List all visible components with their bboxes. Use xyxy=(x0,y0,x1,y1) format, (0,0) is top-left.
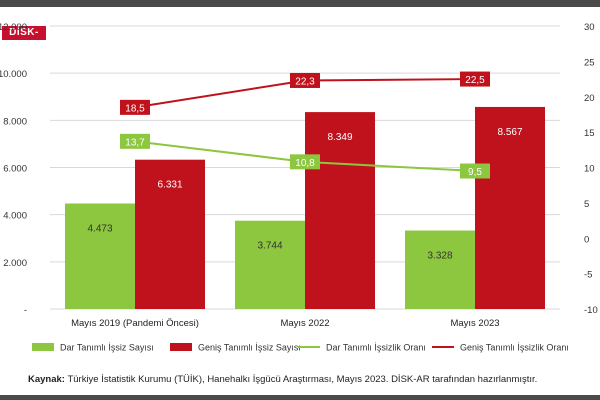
bar-value-label: 8.349 xyxy=(327,132,352,143)
y-right-tick-label: -10 xyxy=(584,305,598,316)
line-data-label: 22,5 xyxy=(465,75,485,86)
legend-label: Geniş Tanımlı İşsizlik Oranı xyxy=(460,343,569,353)
y-left-tick-label: 12.000 xyxy=(0,22,27,33)
y-right-tick-label: 20 xyxy=(584,93,595,104)
line-data-label-box xyxy=(290,154,320,170)
y-right-tick-label: 10 xyxy=(584,164,595,175)
y-right-tick-label: -5 xyxy=(584,270,592,281)
bar-dar xyxy=(405,230,475,309)
bar-value-label: 4.473 xyxy=(87,224,112,235)
category-label: Mayıs 2022 xyxy=(280,318,329,329)
y-left-tick-label: 2.000 xyxy=(3,258,27,269)
bar-genis xyxy=(135,159,205,309)
source-text: Türkiye İstatistik Kurumu (TÜİK), Haneha… xyxy=(67,374,538,385)
bar-value-label: 3.328 xyxy=(427,251,452,262)
legend-swatch xyxy=(32,343,54,351)
line-data-label-box xyxy=(290,72,320,88)
disk-ar-logo: DİSK-AR xyxy=(2,26,46,52)
bar-dar xyxy=(65,203,135,309)
line-data-label: 13,7 xyxy=(125,137,145,148)
legend-label: Dar Tanımlı İşsiz Sayısı xyxy=(60,343,154,353)
line-data-label-box xyxy=(460,163,490,179)
y-left-tick-label: - xyxy=(24,305,27,316)
y-left-tick-label: 10.000 xyxy=(0,69,27,80)
line-data-label: 9,5 xyxy=(468,167,482,178)
source-label: Kaynak: xyxy=(28,374,65,385)
legend-label: Dar Tanımlı İşsizlik Oranı xyxy=(326,343,426,353)
y-left-tick-label: 6.000 xyxy=(3,164,27,175)
bar-value-label: 6.331 xyxy=(157,180,182,191)
category-label: Mayıs 2023 xyxy=(450,318,499,329)
y-right-tick-label: 5 xyxy=(584,199,589,210)
line-data-label-box xyxy=(120,99,150,115)
y-right-tick-label: 0 xyxy=(584,234,589,245)
y-right-tick-label: 25 xyxy=(584,57,595,68)
line-data-label: 18,5 xyxy=(125,103,145,114)
source-note: Kaynak: Türkiye İstatistik Kurumu (TÜİK)… xyxy=(28,374,588,385)
bottom-border xyxy=(0,395,600,400)
y-right-tick-label: 30 xyxy=(584,22,595,33)
y-right-tick-label: 15 xyxy=(584,128,595,139)
legend-swatch xyxy=(170,343,192,351)
legend-label: Geniş Tanımlı İşsiz Sayısı xyxy=(198,343,301,353)
bar-genis xyxy=(305,112,375,309)
top-border xyxy=(0,0,600,7)
bar-dar xyxy=(235,220,305,309)
line-data-label-box xyxy=(460,71,490,87)
bar-value-label: 8.567 xyxy=(497,127,522,138)
line-data-label-box xyxy=(120,133,150,149)
y-left-tick-label: 4.000 xyxy=(3,211,27,222)
bar-value-label: 3.744 xyxy=(257,241,282,252)
category-label: Mayıs 2019 (Pandemi Öncesi) xyxy=(71,318,199,329)
unemployment-chart: - 2.000 4.000 6.000 8.000 10.000 12.000 -10 -5 0 5… xyxy=(0,22,598,353)
y-left-tick-label: 8.000 xyxy=(3,116,27,127)
bar-genis xyxy=(475,106,545,310)
line-data-label: 10,8 xyxy=(295,158,315,169)
line-data-label: 22,3 xyxy=(295,76,315,87)
